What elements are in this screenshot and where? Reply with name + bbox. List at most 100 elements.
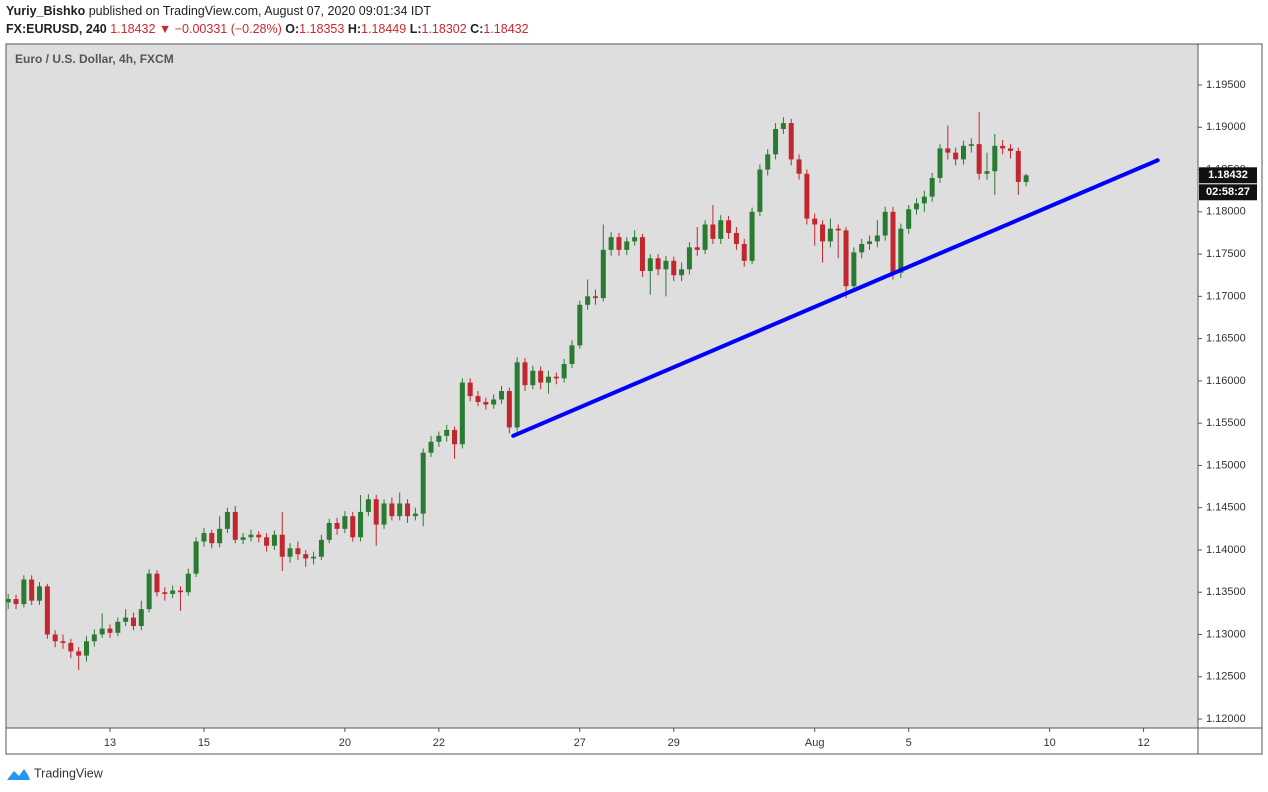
y-tick-label: 1.15000 xyxy=(1206,459,1246,471)
candle-body xyxy=(279,534,285,557)
change: ▼ −0.00331 (−0.28%) xyxy=(159,22,282,36)
y-tick-label: 1.13500 xyxy=(1206,586,1246,598)
candle-body xyxy=(859,243,865,253)
y-tick-label: 1.16000 xyxy=(1206,375,1246,387)
candle-body xyxy=(506,391,512,428)
candle-body xyxy=(130,617,136,627)
candle-body xyxy=(68,642,74,652)
candle-body xyxy=(639,237,645,271)
ohlc-label: O: xyxy=(285,22,299,36)
legend: Euro / U.S. Dollar, 4h, FXCM xyxy=(15,52,174,66)
candle-body xyxy=(616,237,622,250)
candle-body xyxy=(381,503,387,525)
candle-body xyxy=(788,123,794,160)
candle-body xyxy=(83,641,89,656)
countdown-box xyxy=(1199,184,1257,201)
y-tick-label: 1.15500 xyxy=(1206,417,1246,429)
candle-body xyxy=(420,452,426,514)
candle-body xyxy=(663,260,669,270)
candle-body xyxy=(733,232,739,244)
candle-body xyxy=(992,145,998,172)
candle-body xyxy=(397,503,403,517)
candle-body xyxy=(984,171,990,174)
author: Yuriy_Bishko xyxy=(6,4,86,18)
candle-body xyxy=(177,590,183,593)
x-tick-label: 20 xyxy=(339,737,351,749)
candle-body xyxy=(843,230,849,287)
y-tick-label: 1.14500 xyxy=(1206,502,1246,514)
candle-body xyxy=(577,304,583,346)
candle-body xyxy=(710,224,716,239)
x-tick-label: 15 xyxy=(198,737,210,749)
candle-body xyxy=(311,556,317,559)
candle-body xyxy=(483,402,489,405)
candle-body xyxy=(914,203,920,210)
y-tick-label: 1.13000 xyxy=(1206,628,1246,640)
brand: TradingView xyxy=(34,766,104,780)
candle-body xyxy=(561,363,567,379)
x-tick-label: 27 xyxy=(574,737,586,749)
candle-body xyxy=(530,370,536,386)
candle-body xyxy=(608,237,614,250)
candle-body xyxy=(365,499,371,512)
last-price-label: 1.18432 xyxy=(1208,169,1248,181)
candle-body xyxy=(812,218,818,225)
candle-body xyxy=(326,522,332,540)
candle-body xyxy=(412,513,418,517)
candle-body xyxy=(976,144,982,174)
candle-body xyxy=(1007,148,1013,151)
candle-body xyxy=(522,362,528,386)
publish-line: Yuriy_Bishko published on TradingView.co… xyxy=(6,4,431,18)
candle-body xyxy=(444,429,450,436)
candle-body xyxy=(851,252,857,287)
candle-body xyxy=(475,396,481,403)
candle-body xyxy=(154,573,160,593)
ohlc-label: C: xyxy=(470,22,483,36)
candle-body xyxy=(1000,145,1006,149)
candle-body xyxy=(5,598,11,603)
x-tick-label: 12 xyxy=(1137,737,1149,749)
candle-body xyxy=(342,516,348,529)
candle-body xyxy=(906,209,912,229)
candle-body xyxy=(193,541,199,574)
trend-line xyxy=(511,158,1160,438)
candle-body xyxy=(452,429,458,445)
candle-body xyxy=(820,224,826,242)
candle-body xyxy=(350,516,356,538)
candle-body xyxy=(334,522,340,529)
y-tick-label: 1.19000 xyxy=(1206,121,1246,133)
candle-body xyxy=(702,224,708,250)
last-price-box xyxy=(1199,167,1257,184)
candle-body xyxy=(585,296,591,305)
candle-body xyxy=(201,533,207,542)
candle-body xyxy=(718,220,724,239)
ohlc-label: L: xyxy=(410,22,422,36)
y-tick-label: 1.14000 xyxy=(1206,544,1246,556)
symbol-line: FX:EURUSD, 240 1.18432 ▼ −0.00331 (−0.28… xyxy=(6,22,529,36)
candle-body xyxy=(968,144,974,146)
candle-body xyxy=(945,148,951,153)
candle-body xyxy=(248,534,254,538)
x-tick-label: 29 xyxy=(668,737,680,749)
candle-body xyxy=(867,241,873,244)
logo: TradingView xyxy=(7,766,104,780)
candle-body xyxy=(765,154,771,170)
candle-body xyxy=(804,173,810,219)
candle-body xyxy=(592,296,598,299)
y-tick-label: 1.17000 xyxy=(1206,290,1246,302)
x-tick-label: 13 xyxy=(104,737,116,749)
candle-body xyxy=(170,590,176,594)
ohlc-value: 1.18449 xyxy=(361,22,406,36)
candle-body xyxy=(99,628,105,635)
y-tick-label: 1.12500 xyxy=(1206,671,1246,683)
candle-body xyxy=(358,511,364,538)
candle-body xyxy=(318,539,324,557)
x-tick-label: 5 xyxy=(906,737,912,749)
candle-body xyxy=(694,247,700,250)
candle-body xyxy=(52,634,58,642)
candle-body xyxy=(890,211,896,273)
candle-body xyxy=(185,573,191,593)
candle-body xyxy=(491,399,497,405)
candle-body xyxy=(655,258,661,270)
